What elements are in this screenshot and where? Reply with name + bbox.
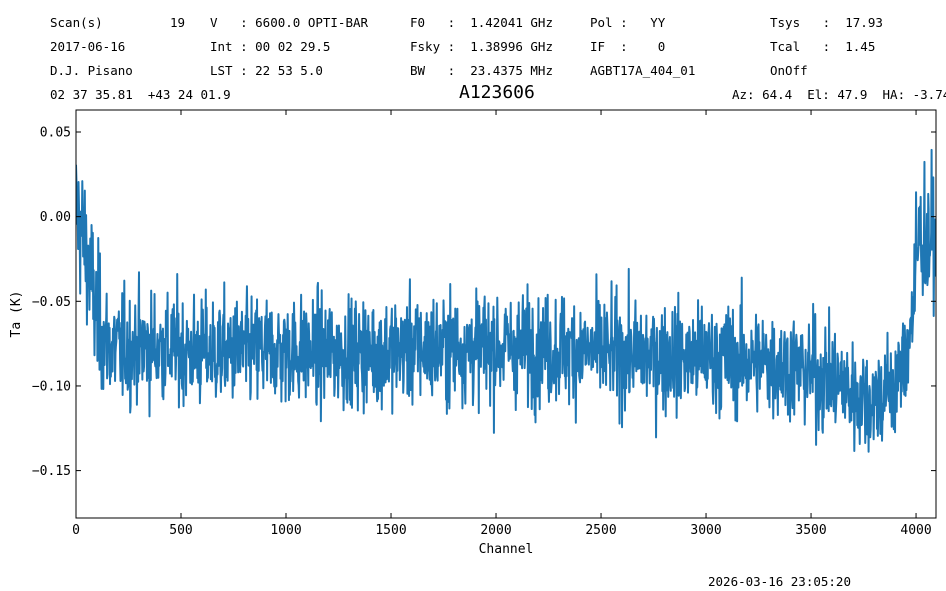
- header-tcal: Tcal : 1.45: [770, 39, 876, 54]
- plot-frame: [75, 109, 937, 519]
- header-int: Int : 00 02 29.5: [210, 39, 331, 54]
- y-tick-label: −0.05: [32, 295, 71, 310]
- header-scans-value: 19: [170, 15, 186, 30]
- chart-title: A123606: [459, 82, 535, 103]
- header-if: IF : 0: [590, 39, 666, 54]
- x-tick-label: 3500: [795, 523, 826, 538]
- x-tick-label: 2500: [585, 523, 616, 538]
- header-fsky: Fsky : 1.38996 GHz: [410, 39, 553, 54]
- spectrum-series-line: [76, 148, 936, 453]
- y-tick-label: −0.10: [32, 379, 71, 394]
- header-velocity: V : 6600.0 OPTI-BAR: [210, 15, 369, 30]
- header-tsys: Tsys : 17.93: [770, 15, 883, 30]
- x-tick-label: 3000: [690, 523, 721, 538]
- header-bw: BW : 23.4375 MHz: [410, 63, 553, 78]
- header-f0: F0 : 1.42041 GHz: [410, 15, 553, 30]
- header-project: AGBT17A_404_01: [590, 63, 696, 78]
- y-tick-label: 0.00: [40, 210, 71, 225]
- x-tick-label: 500: [169, 523, 192, 538]
- header-lst: LST : 22 53 5.0: [210, 63, 323, 78]
- x-tick-label: 4000: [900, 523, 931, 538]
- y-tick-label: 0.05: [40, 126, 71, 141]
- header-date: 2017-06-16: [50, 39, 126, 54]
- x-tick-label: 1500: [375, 523, 406, 538]
- header-scans-label: Scan(s): [50, 15, 103, 30]
- y-axis-label: Ta (K): [9, 291, 24, 338]
- header-observer: D.J. Pisano: [50, 63, 133, 78]
- footer-timestamp: 2026-03-16 23:05:20: [708, 574, 851, 589]
- x-tick-label: 2000: [480, 523, 511, 538]
- header-procedure: OnOff: [770, 63, 808, 78]
- y-tick-label: −0.15: [32, 464, 71, 479]
- x-axis-label: Channel: [479, 542, 534, 557]
- x-tick-label: 0: [72, 523, 80, 538]
- header-pol: Pol : YY: [590, 15, 666, 30]
- header-coordinates: 02 37 35.81 +43 24 01.9: [50, 87, 231, 102]
- x-tick-label: 1000: [270, 523, 301, 538]
- header-az-el-ha: Az: 64.4 El: 47.9 HA: -3.74: [732, 87, 946, 102]
